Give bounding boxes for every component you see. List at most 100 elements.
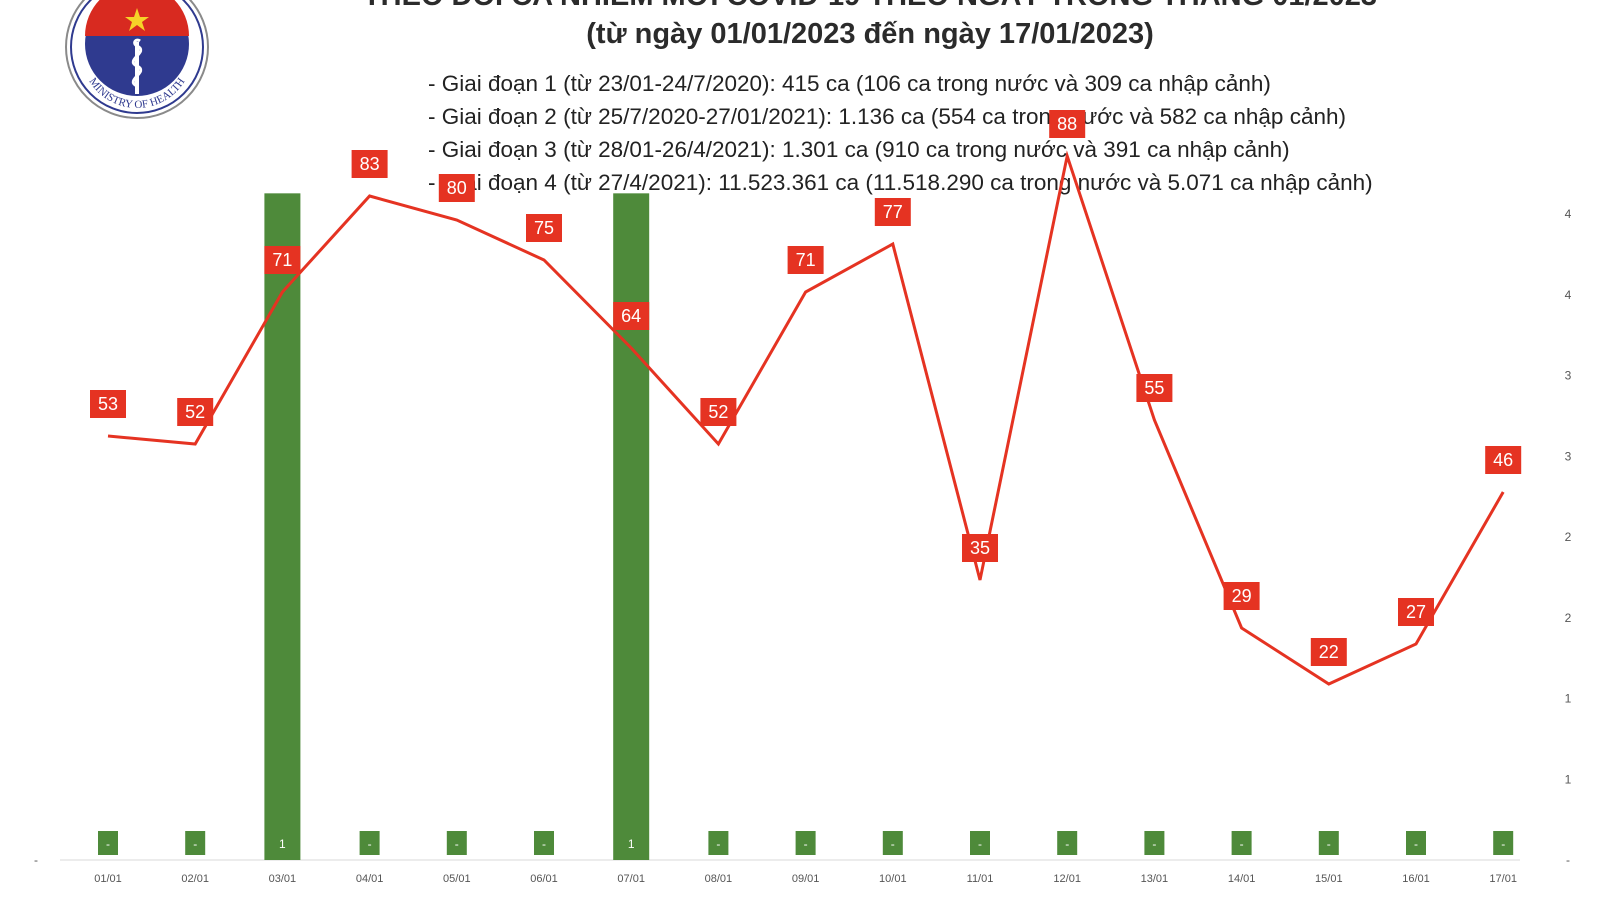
bar-label-box	[272, 831, 293, 855]
bar-label-box	[1318, 831, 1339, 855]
data-label: 46	[1493, 450, 1513, 470]
chart-title: THEO DÕI CA NHIỄM MỚI COVID-19 THEO NGÀY…	[330, 0, 1410, 13]
x-tick-label: 05/01	[443, 873, 471, 885]
bar-label-box	[970, 831, 990, 855]
x-tick-label: 17/01	[1489, 873, 1517, 885]
chart-subtitle: (từ ngày 01/01/2023 đến ngày 17/01/2023)	[586, 18, 1154, 50]
data-label: 29	[1232, 586, 1252, 606]
bar-label: -	[368, 837, 372, 851]
data-label: 22	[1319, 642, 1339, 662]
data-label-box	[177, 398, 214, 426]
bar-label-box	[98, 831, 118, 855]
data-label: 52	[185, 402, 205, 422]
stage-2-summary: - Giai đoạn 2 (từ 25/7/2020-27/01/2021):…	[428, 104, 1346, 129]
right-axis-tick: 3	[1565, 449, 1572, 463]
data-label: 83	[360, 154, 380, 174]
data-label-box	[264, 246, 301, 274]
bar-label-box	[1493, 831, 1514, 855]
right-axis-tick: 4	[1565, 288, 1572, 302]
x-tick-label: 08/01	[705, 873, 733, 885]
data-label-box	[962, 534, 998, 562]
x-tick-label: 16/01	[1402, 873, 1430, 885]
right-axis-tick: 4	[1565, 207, 1572, 221]
data-label-box	[1310, 638, 1347, 666]
bar-label: 1	[628, 837, 635, 851]
bar-label-box	[621, 831, 642, 855]
bar-label-box	[1057, 831, 1078, 855]
right-axis-tick: 1	[1565, 772, 1572, 786]
data-label: 27	[1406, 602, 1426, 622]
right-axis-tick: 2	[1565, 611, 1572, 625]
cases-line	[107, 150, 1505, 686]
bar-label-box	[1231, 831, 1252, 855]
bar	[613, 193, 650, 861]
bar-label-box	[185, 831, 206, 855]
stage-3-summary: - Giai đoạn 3 (từ 28/01-26/4/2021): 1.30…	[428, 137, 1290, 162]
data-label-box	[700, 398, 737, 426]
data-label: 88	[1057, 114, 1077, 134]
bar-label: -	[1327, 837, 1331, 851]
bar-label-box	[359, 831, 380, 855]
bar	[264, 193, 301, 861]
bar-label-box	[534, 831, 554, 855]
data-label-box	[874, 198, 911, 226]
left-axis-tick: -	[34, 853, 38, 867]
bar-label: -	[1414, 837, 1418, 851]
right-axis-tick: -	[1566, 853, 1570, 867]
data-label: 64	[621, 306, 641, 326]
stage-1-summary: - Giai đoạn 1 (từ 23/01-24/7/2020): 415 …	[428, 71, 1271, 96]
bar-label-box	[795, 831, 816, 855]
bar-label: -	[1240, 837, 1244, 851]
bar-label-box	[446, 831, 467, 855]
bar-label: -	[1065, 837, 1069, 851]
data-label: 35	[970, 538, 990, 558]
x-tick-label: 06/01	[530, 873, 558, 885]
data-label: 75	[534, 218, 554, 238]
stage-4-summary: - Giai đoạn 4 (từ 27/4/2021): 11.523.361…	[428, 170, 1373, 195]
bar-label: -	[891, 837, 895, 851]
x-tick-label: 11/01	[967, 873, 994, 885]
data-label-box	[1223, 582, 1260, 610]
bar-label-box	[1406, 831, 1426, 855]
data-label: 55	[1144, 378, 1164, 398]
data-label-box	[787, 246, 824, 274]
data-label-box	[90, 390, 126, 418]
bar-label: 1	[279, 837, 286, 851]
data-label-box	[351, 150, 388, 178]
x-tick-label: 15/01	[1315, 873, 1343, 885]
bar-label: -	[193, 837, 197, 851]
data-label: 53	[98, 394, 118, 414]
bar-label: -	[804, 837, 808, 851]
data-label-box	[526, 214, 562, 242]
data-label: 52	[708, 402, 728, 422]
x-tick-label: 01/01	[94, 873, 122, 885]
x-tick-label: 10/01	[879, 873, 907, 885]
data-label-box	[1049, 110, 1086, 138]
bar-label: -	[1501, 837, 1505, 851]
x-tick-label: 14/01	[1228, 873, 1256, 885]
right-axis-tick: 1	[1565, 692, 1572, 706]
data-label: 77	[883, 202, 903, 222]
ministry-of-health-logo: MINISTRY OF HEALTH	[65, 0, 209, 119]
data-label-box	[1136, 374, 1173, 402]
x-tick-label: 03/01	[269, 873, 297, 885]
x-tick-label: 04/01	[356, 873, 384, 885]
x-tick-label: 02/01	[181, 873, 209, 885]
data-label: 71	[796, 250, 816, 270]
bar-label-box	[882, 831, 903, 855]
bar-label: -	[106, 837, 110, 851]
data-label-box	[438, 174, 475, 202]
data-label-box	[1398, 598, 1434, 626]
data-label: 71	[272, 250, 292, 270]
bar-label: -	[542, 837, 546, 851]
right-axis-tick: 3	[1565, 369, 1572, 383]
data-label: 80	[447, 178, 467, 198]
data-label-box	[1485, 446, 1522, 474]
stage-summary-list: - Giai đoạn 1 (từ 23/01-24/7/2020): 415 …	[428, 67, 1373, 199]
data-label-box	[613, 302, 650, 330]
bar-label: -	[716, 837, 720, 851]
x-tick-label: 12/01	[1053, 873, 1081, 885]
bar-label-box	[1144, 831, 1165, 855]
bar-label-box	[708, 831, 729, 855]
